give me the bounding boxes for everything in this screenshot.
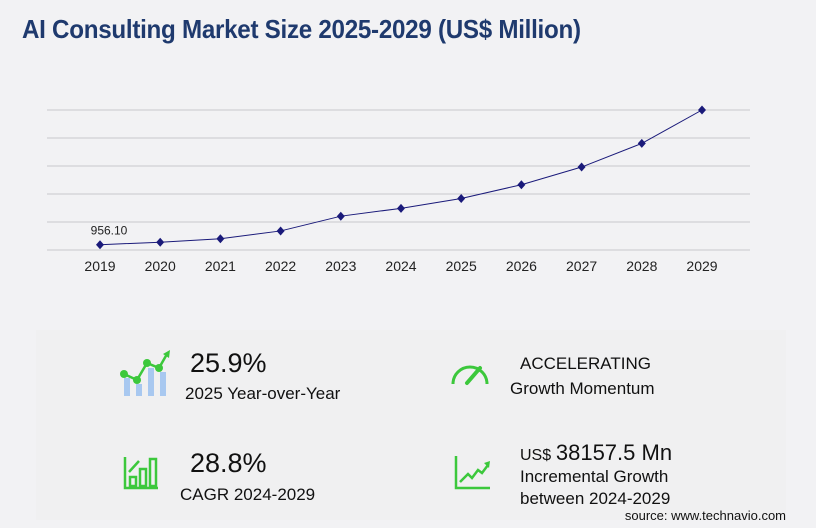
x-tick-label: 2026 [506, 258, 537, 274]
data-point [457, 193, 466, 203]
incr-label-2: between 2024-2029 [520, 489, 671, 508]
momentum-value: ACCELERATING [520, 354, 651, 373]
data-point [577, 162, 586, 172]
data-point [96, 240, 104, 250]
data-point [517, 180, 526, 190]
data-point [156, 237, 165, 247]
cagr-value: 28.8% [190, 448, 267, 478]
x-tick-label: 2021 [205, 258, 236, 274]
cagr-label: CAGR 2024-2029 [180, 485, 316, 504]
incr-prefix: US$ [520, 447, 552, 464]
series-line [99, 109, 703, 246]
data-point [637, 138, 646, 148]
x-tick-label: 2020 [145, 258, 176, 274]
yoy-value: 25.9% [190, 348, 267, 378]
bar-chart-icon [123, 457, 158, 490]
data-point [216, 234, 225, 244]
trend-up-icon [454, 456, 490, 490]
chart-title: AI Consulting Market Size 2025-2029 (US$… [22, 14, 581, 44]
speedometer-icon [451, 365, 489, 385]
data-point [276, 226, 285, 236]
stats-panel [36, 330, 786, 520]
momentum-label: Growth Momentum [510, 379, 655, 398]
x-tick-label: 2028 [626, 258, 657, 274]
x-tick-label: 2029 [686, 258, 717, 274]
x-tick-label: 2025 [446, 258, 477, 274]
data-point [397, 203, 405, 213]
data-point [698, 105, 706, 115]
yoy-label: 2025 Year-over-Year [185, 384, 341, 403]
data-point [336, 211, 345, 221]
x-tick-label: 2019 [84, 258, 115, 274]
x-tick-label: 2027 [566, 258, 597, 274]
line-chart: 2019 956.10 2020 2021 2022 2023 2024 2025 2026 20… [47, 105, 750, 274]
x-tick-label: 2022 [265, 258, 296, 274]
incr-label-1: Incremental Growth [520, 467, 669, 486]
growth-chart-icon [120, 350, 170, 396]
data-label: 956.10 [91, 224, 128, 238]
source-note: source: www.technavio.com [624, 508, 786, 523]
x-tick-label: 2023 [325, 258, 356, 274]
x-tick-label: 2024 [385, 258, 416, 274]
incr-value: 38157.5 Mn [555, 440, 673, 465]
